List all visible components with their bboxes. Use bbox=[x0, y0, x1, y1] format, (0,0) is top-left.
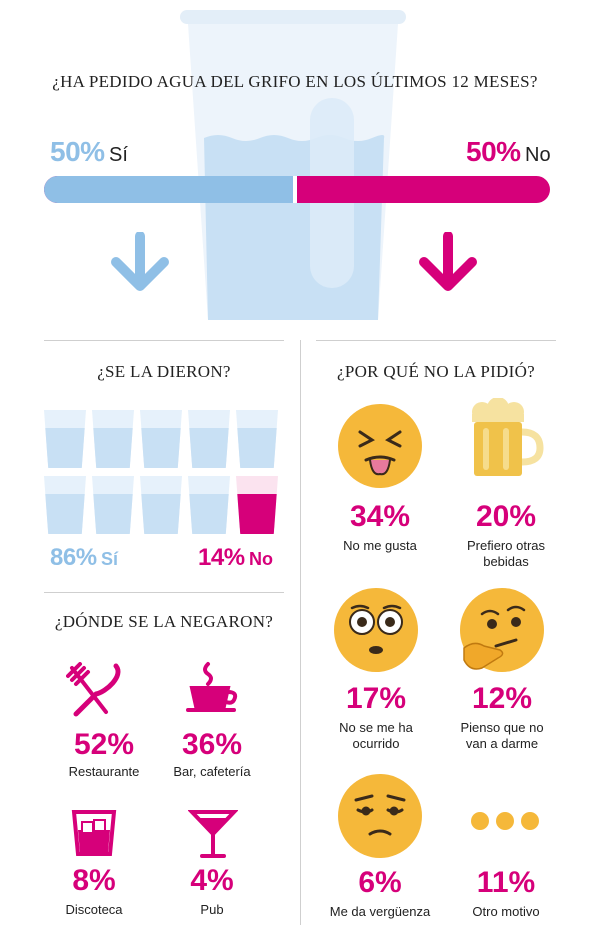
water-glass-icon bbox=[92, 476, 134, 534]
water-glass-icon bbox=[140, 410, 182, 468]
embarrassed-face-icon bbox=[338, 774, 422, 858]
denied-label-2: Discoteca bbox=[65, 902, 123, 917]
beer-mug-icon bbox=[466, 397, 546, 485]
water-glass-icon bbox=[44, 410, 86, 468]
given-no-legend: 14% No bbox=[198, 544, 273, 572]
reason-label-4: Me da vergüenza bbox=[329, 904, 431, 919]
denied-pct-2: 8% bbox=[72, 864, 116, 897]
denied-pct-1: 36% bbox=[181, 728, 243, 761]
reason-pct-4: 6% bbox=[358, 866, 402, 899]
reason-label-1: Prefiero otras bebidas bbox=[466, 538, 546, 569]
reason-label-2: No se me ha ocurrido bbox=[339, 720, 413, 751]
coffee-cup-icon bbox=[186, 660, 242, 721]
water-glass-icon bbox=[188, 410, 230, 468]
split-bar-yes-segment bbox=[44, 176, 297, 203]
no-legend: 50% No bbox=[466, 136, 551, 168]
disgusted-face-icon bbox=[338, 404, 422, 488]
water-glass-icon bbox=[44, 476, 86, 534]
given-yes-legend: 86% Sí bbox=[50, 544, 118, 572]
denied-pct-3: 4% bbox=[190, 864, 234, 897]
divider-top-right bbox=[316, 340, 556, 341]
divider-mid-left bbox=[44, 592, 284, 593]
denied-label-0: Restaurante bbox=[68, 764, 140, 779]
given-yes-percent: 86% bbox=[50, 544, 97, 571]
surprised-face-icon bbox=[334, 588, 418, 672]
denied-label-1: Bar, cafetería bbox=[173, 764, 251, 779]
given-no-label: No bbox=[249, 549, 273, 569]
yes-label: Sí bbox=[109, 144, 128, 166]
reason-label-3: Pienso que no van a darme bbox=[460, 720, 544, 751]
water-glass-icon bbox=[140, 476, 182, 534]
thinking-face-icon bbox=[460, 588, 544, 672]
denied-pct-0: 52% bbox=[73, 728, 135, 761]
reason-pct-1: 20% bbox=[475, 500, 537, 533]
divider-vertical bbox=[300, 340, 301, 925]
given-no-percent: 14% bbox=[198, 544, 245, 571]
big-water-glass-illustration bbox=[178, 10, 408, 320]
cocktail-glass-icon bbox=[187, 808, 239, 865]
given-yes-label: Sí bbox=[101, 549, 119, 569]
ellipsis-icon bbox=[470, 810, 540, 837]
yes-arrow-icon bbox=[110, 231, 170, 303]
header-question: ¿HA PEDIDO AGUA DEL GRIFO EN LOS ÚLTIMOS… bbox=[52, 72, 538, 91]
reason-pct-5: 11% bbox=[476, 866, 536, 899]
yes-percent: 50% bbox=[50, 136, 105, 167]
reason-label-0: No me gusta bbox=[343, 538, 417, 553]
reason-pct-0: 34% bbox=[349, 500, 411, 533]
water-glass-icon bbox=[236, 410, 278, 468]
reason-pct-2: 17% bbox=[345, 682, 407, 715]
split-bar bbox=[44, 176, 550, 203]
yes-legend: 50% Sí bbox=[50, 136, 128, 168]
cups-grid bbox=[44, 410, 284, 538]
denied-question: ¿DÓNDE SE LA NEGARON? bbox=[54, 612, 274, 631]
no-arrow-icon bbox=[418, 231, 478, 303]
fork-knife-icon bbox=[66, 662, 122, 723]
reason-label-5: Otro motivo bbox=[472, 904, 540, 919]
no-label: No bbox=[525, 144, 551, 166]
whisky-glass-icon bbox=[70, 808, 118, 863]
denied-label-3: Pub bbox=[200, 902, 224, 917]
water-glass-icon bbox=[188, 476, 230, 534]
reason-pct-3: 12% bbox=[471, 682, 533, 715]
no-percent: 50% bbox=[466, 136, 521, 167]
divider-top-left bbox=[44, 340, 284, 341]
reasons-question: ¿POR QUÉ NO LA PIDIÓ? bbox=[336, 362, 535, 381]
water-glass-icon bbox=[92, 410, 134, 468]
given-question: ¿SE LA DIERON? bbox=[97, 362, 231, 381]
water-glass-icon bbox=[236, 476, 278, 534]
